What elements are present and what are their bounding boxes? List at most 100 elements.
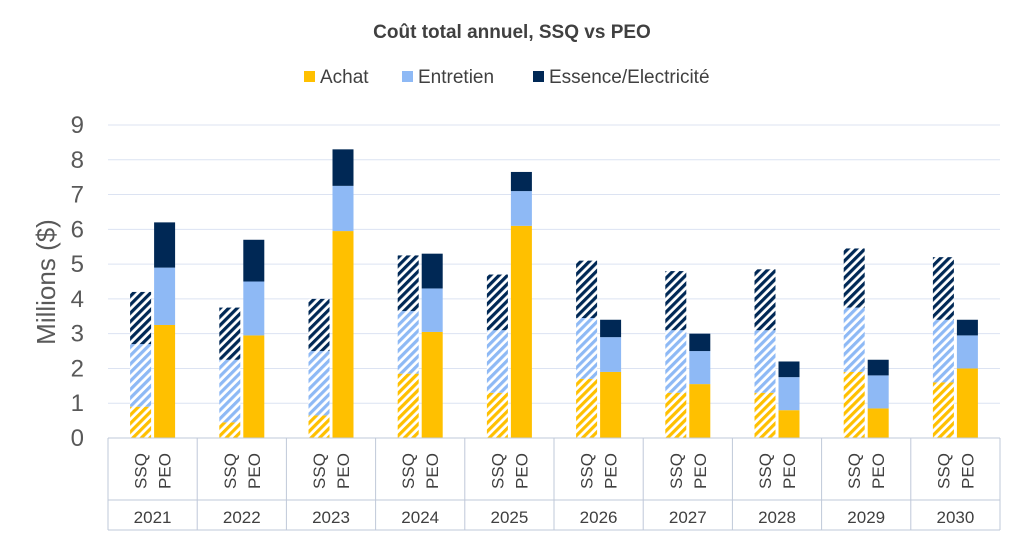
bar-ssq-2030-achat — [932, 382, 954, 438]
x-group-label: PEO — [958, 453, 977, 489]
legend-swatch — [402, 71, 413, 82]
bar-ssq-2025-entretien — [486, 330, 508, 393]
bar-ssq-2029-essenceelectricit — [843, 248, 865, 308]
x-group-label: PEO — [602, 453, 621, 489]
bar-peo-2030-entretien — [956, 335, 978, 369]
x-group-label: SSQ — [845, 453, 864, 489]
bar-ssq-2025-essenceelectricit — [486, 274, 508, 331]
x-year-label: 2024 — [401, 508, 439, 527]
y-tick-label: 5 — [71, 251, 84, 278]
bar-ssq-2025-achat — [486, 392, 508, 438]
bar-peo-2028-entretien — [778, 377, 800, 411]
bar-peo-2030-achat — [956, 368, 978, 438]
legend-swatch — [533, 71, 544, 82]
x-group-label: SSQ — [578, 453, 597, 489]
bar-ssq-2021-entretien — [130, 344, 152, 407]
bar-ssq-2028-achat — [754, 392, 776, 438]
bar-peo-2021-achat — [154, 324, 176, 438]
y-tick-label: 2 — [71, 355, 84, 382]
y-tick-label: 3 — [71, 321, 84, 348]
bar-peo-2027-achat — [689, 384, 711, 438]
bar-ssq-2026-achat — [576, 378, 598, 438]
x-group-label: SSQ — [756, 453, 775, 489]
x-group-label: SSQ — [667, 453, 686, 489]
bar-peo-2029-essenceelectricit — [867, 359, 889, 376]
bar-ssq-2022-achat — [219, 422, 241, 438]
bar-ssq-2024-essenceelectricit — [397, 255, 419, 312]
x-group-label: PEO — [869, 453, 888, 489]
bar-peo-2022-achat — [243, 335, 265, 438]
bar-ssq-2026-essenceelectricit — [576, 260, 598, 319]
bar-ssq-2028-entretien — [754, 330, 776, 393]
bar-ssq-2023-essenceelectricit — [308, 298, 330, 352]
bar-peo-2023-entretien — [332, 185, 354, 232]
x-group-label: PEO — [512, 453, 531, 489]
bar-peo-2029-entretien — [867, 375, 889, 409]
bar-peo-2029-achat — [867, 408, 889, 438]
x-year-label: 2027 — [669, 508, 707, 527]
y-tick-label: 6 — [71, 216, 84, 243]
bar-ssq-2023-achat — [308, 415, 330, 438]
bar-peo-2024-entretien — [421, 288, 443, 332]
bar-ssq-2024-entretien — [397, 311, 419, 374]
bar-ssq-2028-essenceelectricit — [754, 269, 776, 331]
bar-ssq-2027-entretien — [665, 330, 687, 393]
bar-ssq-2027-essenceelectricit — [665, 271, 687, 331]
gridlines — [108, 124, 1000, 439]
y-tick-label: 9 — [71, 112, 84, 139]
bar-peo-2026-essenceelectricit — [600, 319, 622, 338]
legend-label: Achat — [320, 67, 369, 88]
x-axis: SSQ PEO 2021 SSQ PEO 2022 SSQ PEO 2023 SSQ PEO 2024… — [107, 437, 1001, 531]
x-group-label: SSQ — [488, 453, 507, 489]
x-group-label: PEO — [334, 453, 353, 489]
x-year-label: 2029 — [847, 508, 885, 527]
legend: Achat Entretien Essence/Electricité — [304, 67, 710, 88]
bar-ssq-2029-entretien — [843, 307, 865, 372]
x-group-label: SSQ — [132, 453, 151, 489]
x-year-label: 2021 — [134, 508, 172, 527]
bar-peo-2025-essenceelectricit — [510, 171, 532, 192]
bar-peo-2030-essenceelectricit — [956, 319, 978, 336]
bars — [130, 149, 978, 438]
bar-peo-2023-essenceelectricit — [332, 149, 354, 186]
y-tick-label: 0 — [71, 425, 84, 452]
x-group-label: PEO — [156, 453, 175, 489]
y-tick-label: 8 — [71, 147, 84, 174]
y-axis: 0 1 2 3 4 5 6 7 8 9 — [71, 112, 84, 452]
x-year-label: 2022 — [223, 508, 261, 527]
x-year-label: 2030 — [936, 508, 974, 527]
x-year-label: 2028 — [758, 508, 796, 527]
chart-title: Coût total annuel, SSQ vs PEO — [373, 22, 651, 43]
legend-label: Essence/Electricité — [549, 67, 710, 88]
bar-peo-2024-essenceelectricit — [421, 253, 443, 289]
y-tick-label: 4 — [71, 286, 84, 313]
bar-peo-2021-entretien — [154, 267, 176, 325]
bar-ssq-2023-entretien — [308, 351, 330, 416]
x-group-label: PEO — [780, 453, 799, 489]
x-group-label: PEO — [245, 453, 264, 489]
x-group-label: SSQ — [221, 453, 240, 489]
bar-ssq-2022-entretien — [219, 359, 241, 423]
bar-ssq-2029-achat — [843, 371, 865, 438]
bar-peo-2026-entretien — [600, 337, 622, 372]
bar-ssq-2027-achat — [665, 392, 687, 438]
legend-swatch — [304, 71, 315, 82]
bar-peo-2027-essenceelectricit — [689, 333, 711, 352]
bar-ssq-2030-essenceelectricit — [932, 257, 954, 320]
y-tick-label: 1 — [71, 390, 84, 417]
bar-ssq-2021-achat — [130, 406, 152, 438]
bar-peo-2021-essenceelectricit — [154, 222, 176, 268]
bar-ssq-2021-essenceelectricit — [130, 291, 152, 345]
bar-ssq-2024-achat — [397, 373, 419, 438]
bar-peo-2022-entretien — [243, 281, 265, 336]
x-group-label: SSQ — [310, 453, 329, 489]
x-year-label: 2025 — [490, 508, 528, 527]
bar-peo-2027-entretien — [689, 351, 711, 385]
bar-ssq-2030-entretien — [932, 319, 954, 383]
x-year-label: 2023 — [312, 508, 350, 527]
bar-peo-2022-essenceelectricit — [243, 239, 265, 282]
bar-ssq-2022-essenceelectricit — [219, 307, 241, 360]
bar-peo-2025-entretien — [510, 191, 532, 226]
